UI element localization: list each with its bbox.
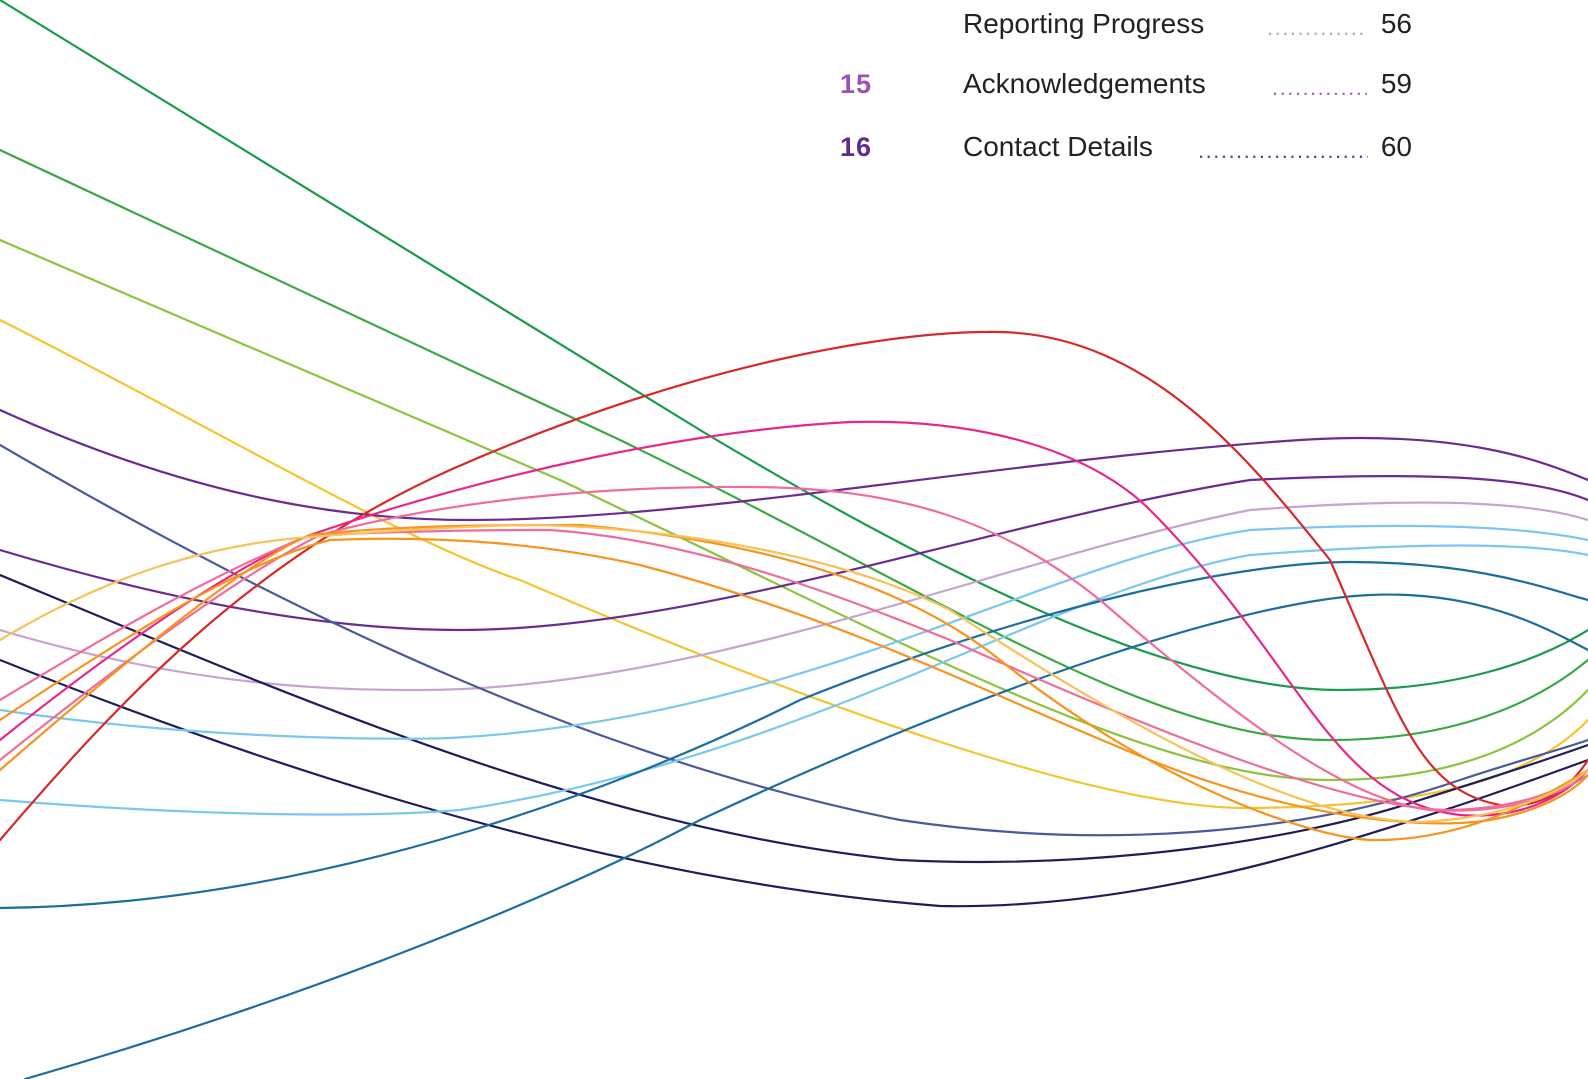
wave-line-pink-2 [0,528,1588,812]
wave-line-gold [0,523,1588,824]
wave-line-yellow [0,318,1588,810]
toc-leader-dots: ........................................… [1198,141,1368,161]
wave-line-green-light [0,238,1588,782]
toc-leader-dots: ........................................… [1272,78,1367,98]
wave-line-orange [0,523,1588,842]
wave-line-teal-2 [23,593,1588,1079]
wave-line-navy [0,573,1588,864]
toc-entry-page: 60 [1380,131,1412,162]
wave-line-sky [0,524,1588,740]
wave-line-teal [0,560,1588,910]
wave-line-navy-2 [0,658,1588,908]
toc-entry[interactable]: Reporting Progress .....................… [840,4,1440,48]
toc-entry-number: 15 [840,69,873,99]
wave-line-sky-2 [0,544,1588,816]
toc-entry-title: Acknowledgements [963,68,1206,99]
wave-line-green [0,148,1588,742]
toc-entry-page: 56 [1380,8,1412,39]
toc-entry[interactable]: 15 Acknowledgements ....................… [840,64,1440,108]
wave-line-pink [0,485,1588,812]
wave-line-orange-2 [0,537,1588,825]
wave-line-slate [0,443,1588,837]
toc-entry[interactable]: 16 Contact Details .....................… [840,127,1440,171]
toc-entry-page: 59 [1380,68,1412,99]
toc-entry-number: 16 [840,132,873,162]
wave-line-lavender [0,501,1588,692]
wave-line-purple-dark [0,408,1588,522]
toc-entry-title: Contact Details [963,131,1153,162]
toc-entry-title: Reporting Progress [963,8,1205,39]
wave-line-red [0,330,1588,842]
wave-line-green-dark [0,0,1588,692]
wave-line-magenta [0,420,1588,817]
wave-line-purple [0,474,1588,632]
toc-leader-dots: ........................................… [1267,18,1367,38]
